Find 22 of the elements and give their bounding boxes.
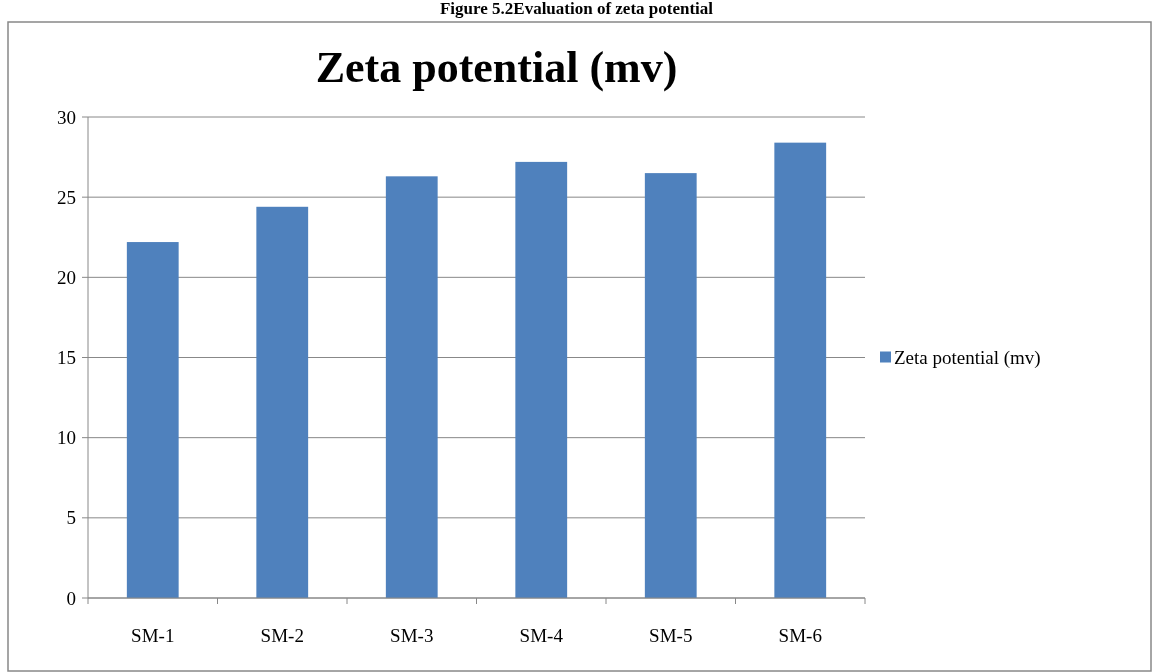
y-tick-label: 0 (66, 587, 76, 609)
bar (644, 173, 697, 598)
y-tick-label: 30 (57, 106, 76, 128)
bar (385, 176, 438, 598)
bar (256, 206, 309, 598)
y-tick-label: 10 (57, 427, 76, 449)
x-tick-label: SM-3 (390, 625, 434, 646)
x-tick-label: SM-2 (260, 625, 304, 646)
x-tick-label: SM-4 (519, 625, 564, 646)
y-tick-label: 20 (57, 266, 76, 288)
x-tick-label: SM-1 (131, 625, 175, 646)
bar (126, 242, 179, 598)
x-tick-label: SM-6 (778, 625, 822, 646)
chart-title: Zeta potential (mv) (315, 43, 678, 92)
y-tick-label: 5 (66, 507, 76, 529)
caption: Figure 5.2Evaluation of zeta potential (439, 0, 714, 18)
legend-label: Zeta potential (mv) (894, 347, 1041, 370)
x-tick-label: SM-5 (649, 625, 693, 646)
y-tick-label: 15 (57, 347, 76, 369)
bar (774, 142, 827, 598)
y-tick-label: 25 (57, 186, 76, 208)
bar (515, 161, 568, 598)
